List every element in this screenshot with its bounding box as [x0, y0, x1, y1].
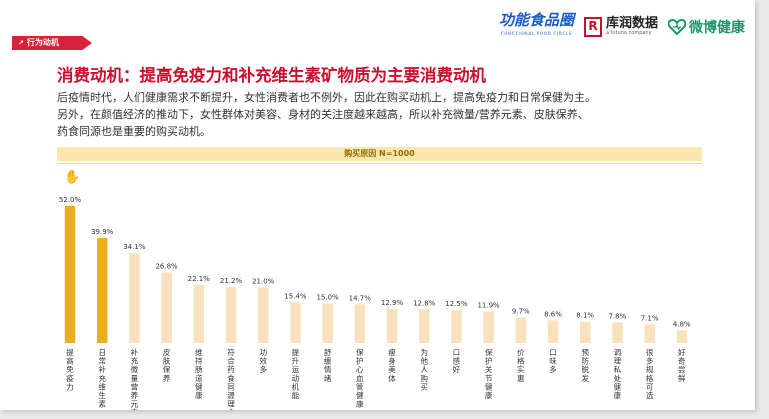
- description-line-1: 后疫情时代，人们健康需求不断提升，女性消费者也不例外，因此在购买动机上，提高免疫…: [57, 91, 596, 104]
- bar-11: [386, 309, 398, 343]
- bar-value-label-18: 7.8%: [609, 312, 627, 320]
- bar-7: [258, 287, 269, 343]
- bar-value-label-6: 21.2%: [220, 277, 243, 285]
- bar-value-label-13: 12.5%: [445, 300, 468, 308]
- chart-title: 购买原因 N=1000: [57, 147, 702, 161]
- brand2-sub: a futuna company: [605, 30, 652, 36]
- category-label-8: 提升运动机能: [292, 347, 300, 400]
- heart-icon: [668, 19, 686, 35]
- bar-chart: 52.0% 提高免疫力 39.9% 日常补充维生素 34.1% 补充微量营养元素 26.8%…: [59, 196, 691, 410]
- description-line-2: 另外，在颜值经济的推动下，女性群体对美容、身材的关注度越来越高，所以补充微量/营…: [57, 108, 589, 121]
- slide: ↗ 行为动机 功能食品圈 FUNCTIONAL FOOD CIRCLE R 库润数…: [0, 0, 755, 410]
- thumbs-up-icon: ✋: [64, 170, 81, 185]
- bar-value-label-15: 9.7%: [512, 307, 530, 315]
- bar-value-label-12: 12.8%: [413, 299, 436, 307]
- bar-20: [676, 330, 688, 343]
- bar-value-label-10: 14.7%: [349, 294, 372, 302]
- logo-bar: 功能食品圈 FUNCTIONAL FOOD CIRCLE R 库润数据 a fu…: [499, 12, 745, 42]
- bar-2: [97, 237, 108, 343]
- category-label-4: 皮肤保养: [163, 347, 171, 383]
- category-label-15: 价格实惠: [517, 348, 525, 383]
- bar-17: [580, 321, 591, 343]
- category-label-13: 口感好: [453, 348, 461, 374]
- bar-value-label-8: 15.4%: [284, 292, 307, 300]
- bar-12: [419, 309, 430, 343]
- bar-value-label-19: 7.1%: [641, 314, 659, 322]
- category-label-5: 维持肠道健康: [195, 347, 203, 400]
- category-label-1: 提高免疫力: [66, 347, 74, 391]
- bar-value-label-2: 39.9%: [91, 228, 114, 236]
- bar-9: [322, 303, 333, 343]
- category-label-7: 功效多: [259, 347, 267, 374]
- bar-value-label-16: 8.6%: [544, 310, 562, 318]
- bar-13: [451, 310, 462, 343]
- bar-8: [290, 302, 301, 343]
- category-label-9: 舒缓情绪: [324, 347, 332, 383]
- bar-value-label-11: 12.9%: [381, 299, 404, 307]
- category-label-19: 很多规格可选: [646, 348, 654, 400]
- bar-1: [64, 206, 76, 343]
- category-label-18: 调理私处健康: [614, 348, 622, 400]
- bar-5: [193, 284, 205, 343]
- brand3-name: 微博健康: [689, 20, 745, 36]
- section-tag: ↗ 行为动机: [12, 36, 92, 50]
- bar-value-label-1: 52.0%: [59, 196, 82, 204]
- category-label-10: 保护心血管健康: [356, 348, 364, 409]
- bar-value-label-14: 11.9%: [477, 302, 500, 310]
- page-heading: 消费动机：提高免疫力和补充维生素矿物质为主要消费动机: [57, 66, 486, 85]
- category-label-16: 口味多: [549, 348, 557, 374]
- category-label-6: 符合药食同源理念: [227, 347, 235, 410]
- kurun-mark-icon: R: [583, 17, 602, 37]
- bar-15: [515, 317, 527, 343]
- category-label-20: 好奇尝鲜: [678, 347, 686, 383]
- bar-value-label-17: 8.1%: [576, 312, 594, 320]
- bar-4: [161, 272, 172, 343]
- chart-divider: [57, 163, 702, 164]
- description: 后疫情时代，人们健康需求不断提升，女性消费者也不例外，因此在购买动机上，提高免疫…: [57, 89, 717, 140]
- category-label-3: 补充微量营养元素: [131, 347, 139, 410]
- brand1-name: 功能食品圈: [498, 11, 574, 29]
- description-line-3: 药食同源也是重要的购买动机。: [57, 125, 211, 138]
- bar-19: [644, 324, 655, 343]
- bar-value-label-20: 4.8%: [673, 320, 691, 328]
- bar-10: [354, 304, 366, 343]
- bar-value-label-9: 15.0%: [316, 294, 339, 302]
- bar-14: [483, 311, 494, 343]
- category-label-11: 瘦身美体: [388, 347, 396, 383]
- brand1-sub: FUNCTIONAL FOOD CIRCLE: [500, 31, 573, 36]
- category-label-12: 为他人购买: [420, 347, 428, 391]
- section-tag-label: 行为动机: [26, 38, 59, 47]
- bar-3: [129, 253, 140, 343]
- bar-18: [612, 322, 623, 343]
- bar-value-label-7: 21.0%: [252, 278, 275, 286]
- brand-logo-weibo-health: 微博健康: [668, 17, 745, 37]
- brand-logo-functional-food: 功能食品圈 FUNCTIONAL FOOD CIRCLE: [499, 13, 574, 41]
- bar-value-label-4: 26.8%: [155, 262, 178, 270]
- category-label-17: 预防脱发: [581, 347, 589, 383]
- category-label-2: 日常补充维生素: [98, 348, 106, 409]
- category-label-14: 保护关节健康: [485, 348, 493, 400]
- bar-16: [547, 320, 559, 343]
- bar-value-label-3: 34.1%: [123, 243, 146, 251]
- brand-logo-kurun: R 库润数据 a futuna company: [583, 16, 658, 37]
- bar-6: [225, 287, 237, 343]
- brand2-name: 库润数据: [605, 16, 658, 31]
- bar-value-label-5: 22.1%: [188, 275, 211, 283]
- flag-icon: ↗: [18, 39, 24, 47]
